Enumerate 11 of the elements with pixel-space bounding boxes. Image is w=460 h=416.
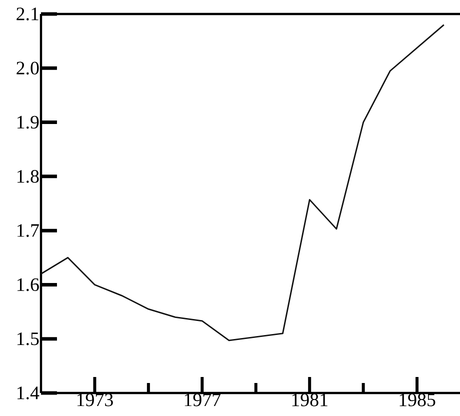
- line-series: [40, 24, 445, 342]
- y-tick-label: 2.1: [16, 8, 38, 20]
- x-tick-label: 1981: [292, 394, 328, 406]
- y-tick-label: 1.4: [17, 386, 40, 400]
- y-tick-label: 1.9: [17, 116, 39, 129]
- y-tick-label: 2.0: [16, 62, 39, 75]
- y-tick-label: 1.8: [17, 170, 39, 183]
- y-tick-label: 1.6: [17, 278, 39, 292]
- y-tick-label: 1.7: [17, 224, 39, 237]
- y-tick-label: 1.5: [17, 332, 39, 346]
- x-tick-label: 1985: [400, 394, 436, 406]
